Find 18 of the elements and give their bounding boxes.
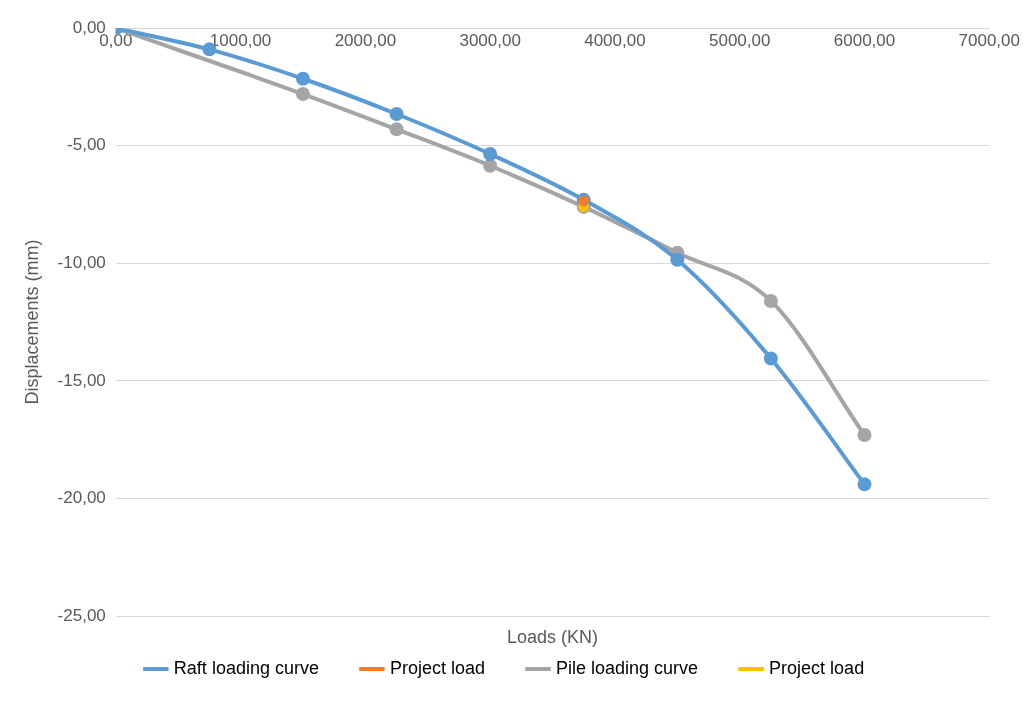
x-tick-label: 7000,00 <box>958 31 1020 51</box>
y-tick-label: -25,00 <box>57 605 106 625</box>
y-tick-label: -5,00 <box>67 135 106 155</box>
x-tick-label: 5000,00 <box>708 31 771 51</box>
legend-label: Project load <box>389 657 486 678</box>
y-axis-title: Displacements (mm) <box>21 239 42 405</box>
y-tick-label: -15,00 <box>57 370 106 390</box>
x-tick-label: 1000,00 <box>209 31 272 51</box>
legend-label: Project load <box>769 657 865 678</box>
legend-label: Pile loading curve <box>556 657 699 678</box>
y-tick-label: -20,00 <box>57 488 106 508</box>
x-tick-label: 3000,00 <box>459 31 521 51</box>
x-tick-label: 4000,00 <box>584 31 646 51</box>
legend-label: Raft loading curve <box>173 657 319 678</box>
y-tick-label: -10,00 <box>57 253 106 273</box>
x-tick-label: 2000,00 <box>334 31 397 51</box>
x-axis-title: Loads (KN) <box>507 626 599 647</box>
x-tick-label: 6000,00 <box>833 31 896 51</box>
